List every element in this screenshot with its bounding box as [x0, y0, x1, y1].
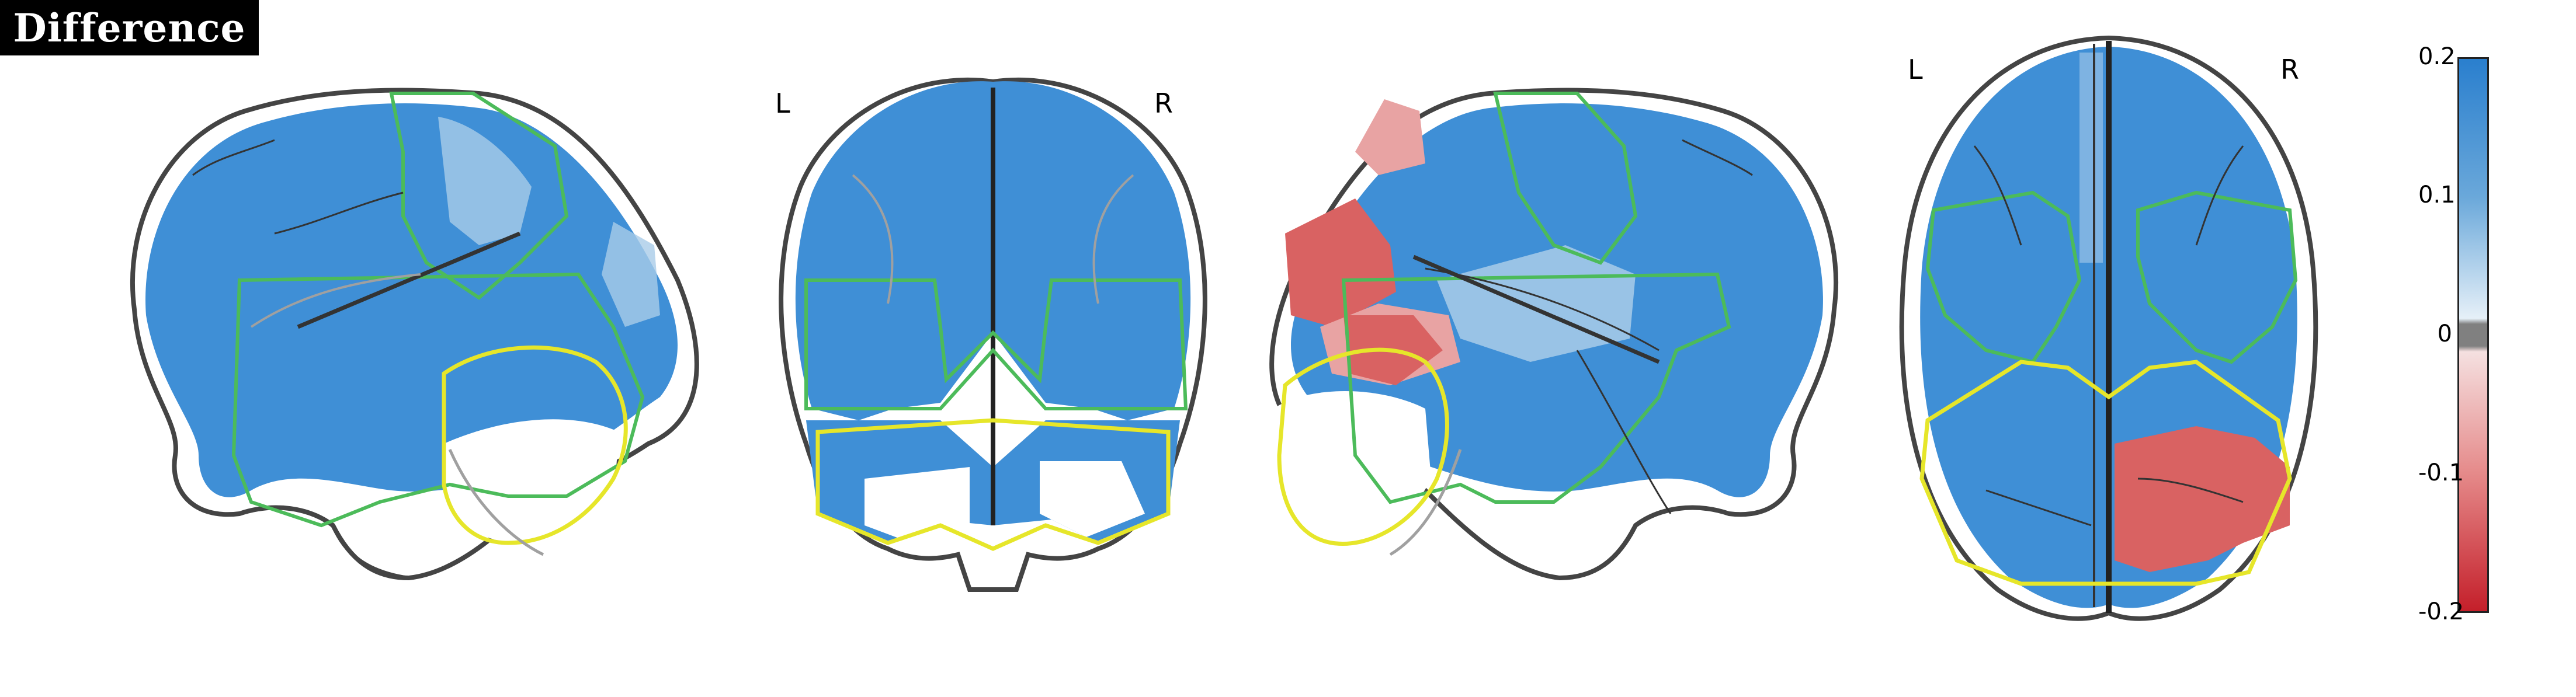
axial-view: [1869, 0, 2348, 642]
colorbar-tick-3: -0.1: [2418, 459, 2464, 486]
activation-red-1: [1355, 99, 1425, 175]
activation-lightblue: [438, 117, 532, 245]
colorbar-tick-2: 0: [2437, 320, 2452, 347]
activation-lightblue: [2079, 53, 2103, 263]
colorbar-tick-0: 0.2: [2418, 43, 2456, 70]
contour-yellow: [815, 418, 1171, 551]
sagittal-right-view: [1250, 0, 1869, 619]
axial-left-label: L: [1908, 54, 1923, 85]
contour-green: [804, 278, 1188, 410]
activation-blue: [145, 103, 678, 497]
colorbar: [2457, 57, 2489, 613]
contour-yellow: [1919, 360, 2292, 586]
activation-red-2: [1285, 198, 1396, 327]
contour-green: [1341, 272, 1731, 504]
sagittal-left-view: [99, 0, 718, 619]
figure-title: Difference: [0, 0, 259, 55]
contour-yellow: [1277, 347, 1449, 546]
contour-green-right: [2136, 190, 2298, 364]
colorbar-tick-4: -0.2: [2418, 598, 2464, 625]
contour-yellow: [442, 345, 628, 545]
cerebellum-white: [1273, 391, 1431, 544]
contour-green: [231, 272, 645, 528]
contour-teal: [389, 92, 569, 300]
contour-teal: [1493, 92, 1638, 265]
activation-red: [2115, 426, 2290, 572]
activation-lightblue-2: [602, 222, 660, 327]
brain-outline: [779, 77, 1207, 592]
coronal-view: [736, 0, 1250, 619]
white-left: [865, 467, 970, 543]
coronal-right-label: R: [1154, 88, 1173, 119]
colorbar-tick-1: 0.1: [2418, 182, 2456, 208]
coronal-left-label: L: [775, 88, 790, 119]
white-right: [1040, 461, 1145, 537]
axial-right-label: R: [2280, 54, 2299, 85]
contour-green-left: [1925, 190, 2082, 364]
